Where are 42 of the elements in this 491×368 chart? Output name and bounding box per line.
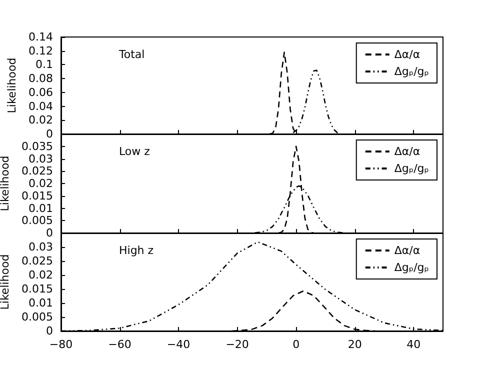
y-tick-label: 0.02	[28, 177, 53, 190]
x-tick-label: 20	[348, 338, 362, 351]
y-tick-label: 0.015	[22, 189, 53, 202]
x-tick-label: −60	[108, 338, 132, 351]
legend-label: Δgₚ/gₚ	[394, 261, 430, 274]
annotation: Total	[118, 48, 145, 61]
y-tick-label: 0.005	[22, 214, 53, 228]
y-axis-title: Likelihood	[0, 254, 12, 310]
x-tick-label: 0	[292, 338, 300, 351]
y-tick-label: 0.01	[28, 202, 53, 215]
y-tick-label: 0.12	[28, 44, 53, 58]
y-tick-label: 0.025	[22, 164, 53, 178]
annotation: Low z	[119, 145, 150, 158]
y-tick-label: 0.005	[22, 310, 53, 324]
y-tick-label: 0.08	[28, 72, 53, 86]
y-tick-label: 0.02	[28, 114, 53, 127]
legend-label: Δgₚ/gₚ	[394, 162, 430, 175]
y-tick-label: 0.04	[28, 100, 53, 113]
y-axis-title: Likelihood	[0, 156, 12, 212]
x-tick-label: −80	[49, 338, 73, 351]
y-axis-title: Likelihood	[6, 58, 19, 114]
y-tick-label: 0.03	[28, 240, 53, 254]
y-tick-label: 0.1	[36, 58, 53, 72]
y-tick-label: 0.03	[28, 152, 53, 166]
y-tick-label: 0.06	[28, 86, 53, 99]
y-tick-label: 0.02	[28, 268, 53, 282]
x-tick-label: −40	[166, 338, 190, 351]
y-tick-label: 0	[46, 128, 53, 140]
y-tick-label: 0.035	[22, 140, 53, 153]
legend-label: Δα/α	[394, 48, 420, 61]
y-tick-label: 0.01	[28, 296, 53, 310]
legend-label: Δgₚ/gₚ	[394, 65, 430, 78]
annotation: High z	[119, 244, 154, 257]
x-tick-label: 40	[406, 338, 421, 351]
y-tick-label: 0.015	[22, 282, 53, 296]
x-tick-label: −20	[226, 338, 249, 351]
legend-label: Δα/α	[394, 145, 420, 158]
y-tick-label: 0.14	[28, 30, 53, 44]
y-tick-label: 0	[46, 324, 53, 338]
legend-label: Δα/α	[394, 244, 420, 257]
y-tick-label: 0	[46, 226, 53, 240]
y-tick-label: 0.025	[22, 254, 53, 268]
